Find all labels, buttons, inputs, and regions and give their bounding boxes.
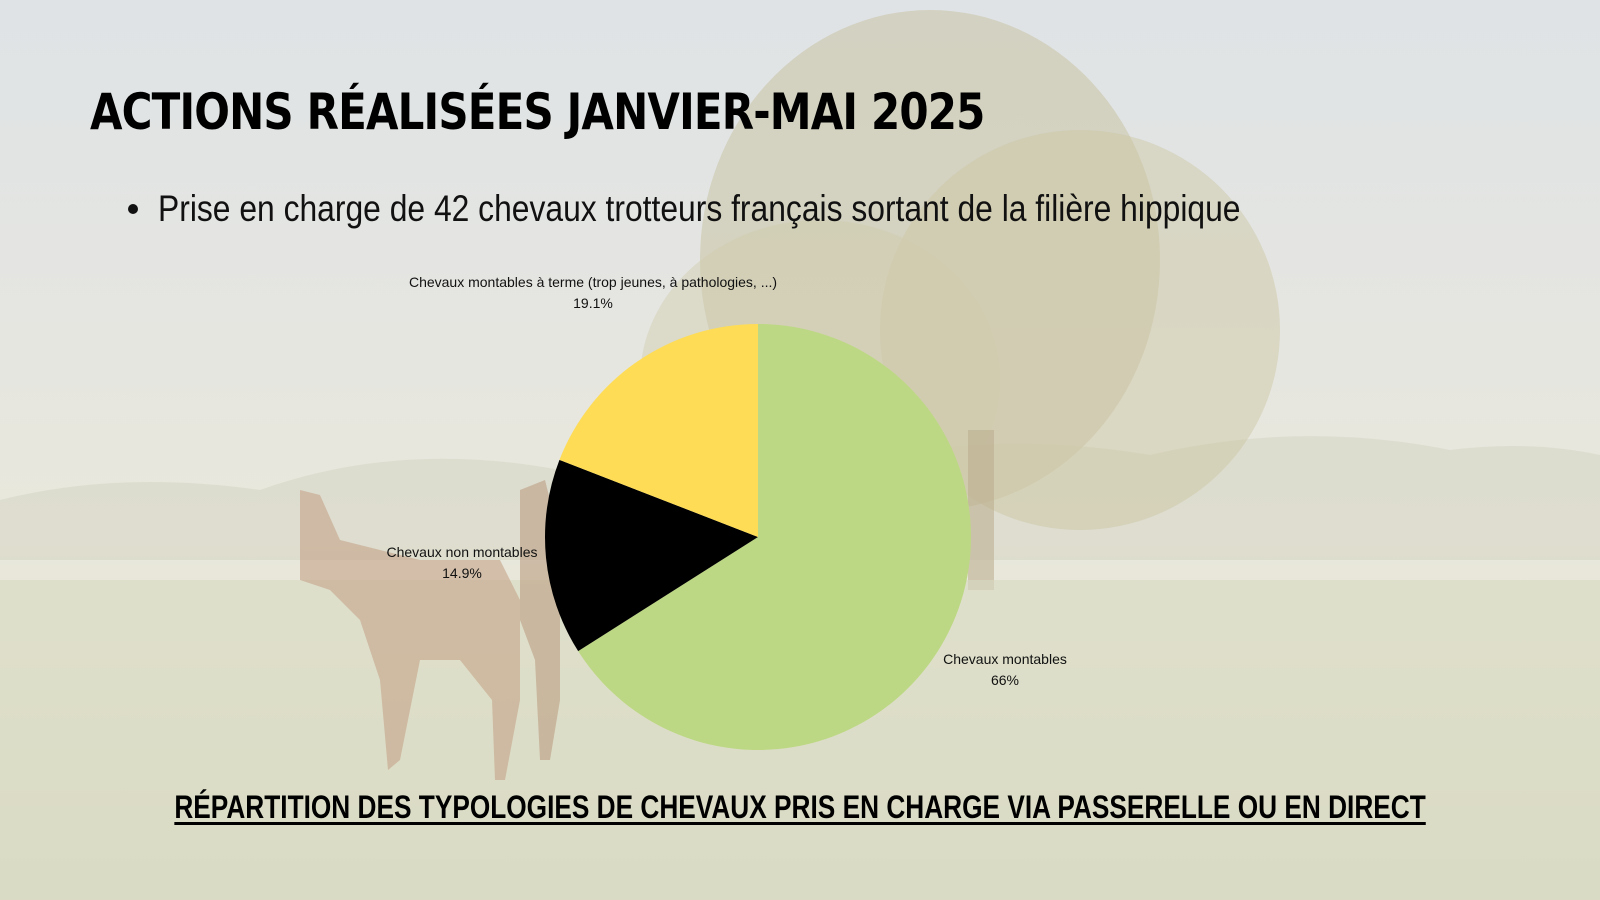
chart-caption: RÉPARTITION DES TYPOLOGIES DE CHEVAUX PR… [174, 789, 1426, 825]
slice-label-2: Chevaux non montables [387, 544, 538, 560]
bullet-text: Prise en charge de 42 chevaux trotteurs … [158, 188, 1241, 229]
slide-title: ACTIONS RÉALISÉES JANVIER-MAI 2025 [90, 83, 985, 141]
slice-label-3: Chevaux montables à terme (trop jeunes, … [409, 274, 777, 290]
pie-slice-1 [578, 324, 971, 750]
slice-value-3: 19.1% [573, 295, 613, 311]
bullet-item: Prise en charge de 42 chevaux trotteurs … [128, 188, 1417, 230]
pie-slice-3 [559, 324, 758, 537]
slice-value-1: 66% [991, 672, 1019, 688]
chart-caption-wrapper: RÉPARTITION DES TYPOLOGIES DE CHEVAUX PR… [0, 789, 1600, 826]
pie-slice-2 [545, 459, 758, 652]
pie-slices [545, 324, 971, 750]
bullet-icon [128, 204, 138, 214]
pie-labels: Chevaux montables 66% Chevaux non montable… [387, 274, 1067, 688]
slice-value-2: 14.9% [442, 565, 482, 581]
slice-label-1: Chevaux montables [943, 651, 1067, 667]
